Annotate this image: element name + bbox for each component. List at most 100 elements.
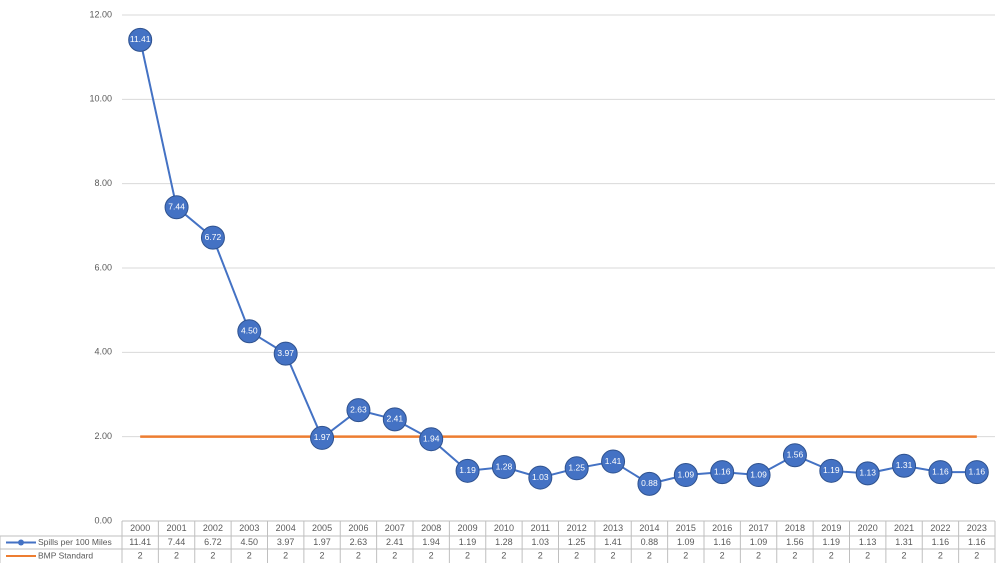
x-tick-label: 2021 bbox=[894, 523, 914, 533]
table-cell: 2 bbox=[538, 550, 543, 560]
data-label: 1.13 bbox=[859, 468, 876, 478]
table-cell: 2 bbox=[429, 550, 434, 560]
table-cell: 1.16 bbox=[713, 537, 731, 547]
table-cell: 1.56 bbox=[786, 537, 804, 547]
x-tick-label: 2015 bbox=[676, 523, 696, 533]
table-cell: 2 bbox=[902, 550, 907, 560]
series-line bbox=[139, 39, 977, 485]
table-cell: 2 bbox=[647, 550, 652, 560]
x-tick-label: 2012 bbox=[567, 523, 587, 533]
data-label: 1.19 bbox=[459, 465, 476, 475]
legend-label: Spills per 100 Miles bbox=[38, 537, 112, 547]
data-label: 1.25 bbox=[568, 463, 585, 473]
data-label: 0.88 bbox=[641, 478, 658, 488]
x-tick-label: 2007 bbox=[385, 523, 405, 533]
legend-key bbox=[18, 539, 24, 546]
table-cell: 2 bbox=[974, 550, 979, 560]
table-cell: 2.63 bbox=[350, 537, 368, 547]
x-tick-label: 2014 bbox=[639, 523, 659, 533]
table-cell: 2 bbox=[356, 550, 361, 560]
x-tick-label: 2000 bbox=[130, 523, 150, 533]
y-tick-label: 6.00 bbox=[94, 262, 112, 272]
y-tick-label: 0.00 bbox=[94, 515, 112, 525]
x-tick-label: 2009 bbox=[458, 523, 478, 533]
data-label: 1.97 bbox=[314, 432, 331, 442]
x-tick-label: 2013 bbox=[603, 523, 623, 533]
data-label: 2.41 bbox=[387, 414, 404, 424]
x-tick-label: 2003 bbox=[239, 523, 259, 533]
marker bbox=[637, 471, 662, 496]
table-cell: 7.44 bbox=[168, 537, 186, 547]
marker bbox=[237, 319, 262, 344]
table-cell: 2 bbox=[247, 550, 252, 560]
table-cell: 2 bbox=[138, 550, 143, 560]
marker bbox=[601, 449, 626, 474]
y-tick-label: 4.00 bbox=[94, 347, 112, 357]
data-label: 1.16 bbox=[714, 466, 731, 476]
table-cell: 2.41 bbox=[386, 537, 404, 547]
marker bbox=[710, 460, 735, 485]
table-cell: 2 bbox=[792, 550, 797, 560]
marker bbox=[491, 455, 516, 480]
table-cell: 11.41 bbox=[129, 537, 151, 547]
marker bbox=[819, 458, 844, 483]
marker bbox=[310, 425, 335, 450]
table-cell: 1.41 bbox=[604, 537, 622, 547]
table-cell: 4.50 bbox=[241, 537, 259, 547]
marker bbox=[346, 398, 371, 423]
marker bbox=[128, 27, 153, 52]
table-cell: 0.88 bbox=[641, 537, 659, 547]
y-tick-label: 8.00 bbox=[94, 178, 112, 188]
x-tick-label: 2020 bbox=[858, 523, 878, 533]
table-cell: 6.72 bbox=[204, 537, 222, 547]
table-cell: 2 bbox=[174, 550, 179, 560]
y-tick-label: 10.00 bbox=[89, 94, 112, 104]
data-label: 1.94 bbox=[423, 433, 440, 443]
table-cell: 2 bbox=[465, 550, 470, 560]
table-cell: 2 bbox=[720, 550, 725, 560]
x-tick-label: 2001 bbox=[167, 523, 187, 533]
table-cell: 1.28 bbox=[495, 537, 513, 547]
data-label: 1.19 bbox=[823, 465, 840, 475]
y-tick-label: 2.00 bbox=[94, 431, 112, 441]
table-cell: 1.97 bbox=[313, 537, 331, 547]
data-label: 1.09 bbox=[750, 469, 767, 479]
table-cell: 2 bbox=[283, 550, 288, 560]
x-tick-label: 2006 bbox=[348, 523, 368, 533]
table-cell: 2 bbox=[392, 550, 397, 560]
x-tick-label: 2002 bbox=[203, 523, 223, 533]
marker bbox=[528, 465, 553, 490]
table-cell: 1.31 bbox=[895, 537, 913, 547]
data-label: 1.41 bbox=[605, 456, 622, 466]
table-cell: 2 bbox=[320, 550, 325, 560]
x-tick-label: 2005 bbox=[312, 523, 332, 533]
data-label: 1.56 bbox=[787, 449, 804, 459]
data-label: 1.16 bbox=[969, 466, 986, 476]
table-cell: 2 bbox=[756, 550, 761, 560]
data-label: 11.41 bbox=[130, 34, 151, 44]
marker bbox=[200, 225, 225, 250]
data-label: 1.28 bbox=[496, 461, 513, 471]
x-tick-label: 2023 bbox=[967, 523, 987, 533]
x-tick-label: 2016 bbox=[712, 523, 732, 533]
marker bbox=[564, 456, 589, 481]
x-tick-label: 2017 bbox=[749, 523, 769, 533]
table-cell: 1.19 bbox=[823, 537, 841, 547]
marker bbox=[273, 341, 298, 366]
data-label: 2.63 bbox=[350, 404, 367, 414]
table-cell: 2 bbox=[683, 550, 688, 560]
table-cell: 1.19 bbox=[459, 537, 477, 547]
table-cell: 2 bbox=[574, 550, 579, 560]
data-label: 1.09 bbox=[678, 469, 695, 479]
table-cell: 3.97 bbox=[277, 537, 295, 547]
legend-label: BMP Standard bbox=[38, 550, 93, 560]
x-tick-label: 2008 bbox=[421, 523, 441, 533]
marker bbox=[673, 463, 698, 488]
marker bbox=[746, 463, 771, 488]
x-tick-label: 2011 bbox=[531, 523, 550, 533]
marker bbox=[964, 460, 989, 485]
data-label: 1.03 bbox=[532, 472, 549, 482]
table-cell: 1.09 bbox=[677, 537, 695, 547]
marker bbox=[855, 461, 880, 486]
